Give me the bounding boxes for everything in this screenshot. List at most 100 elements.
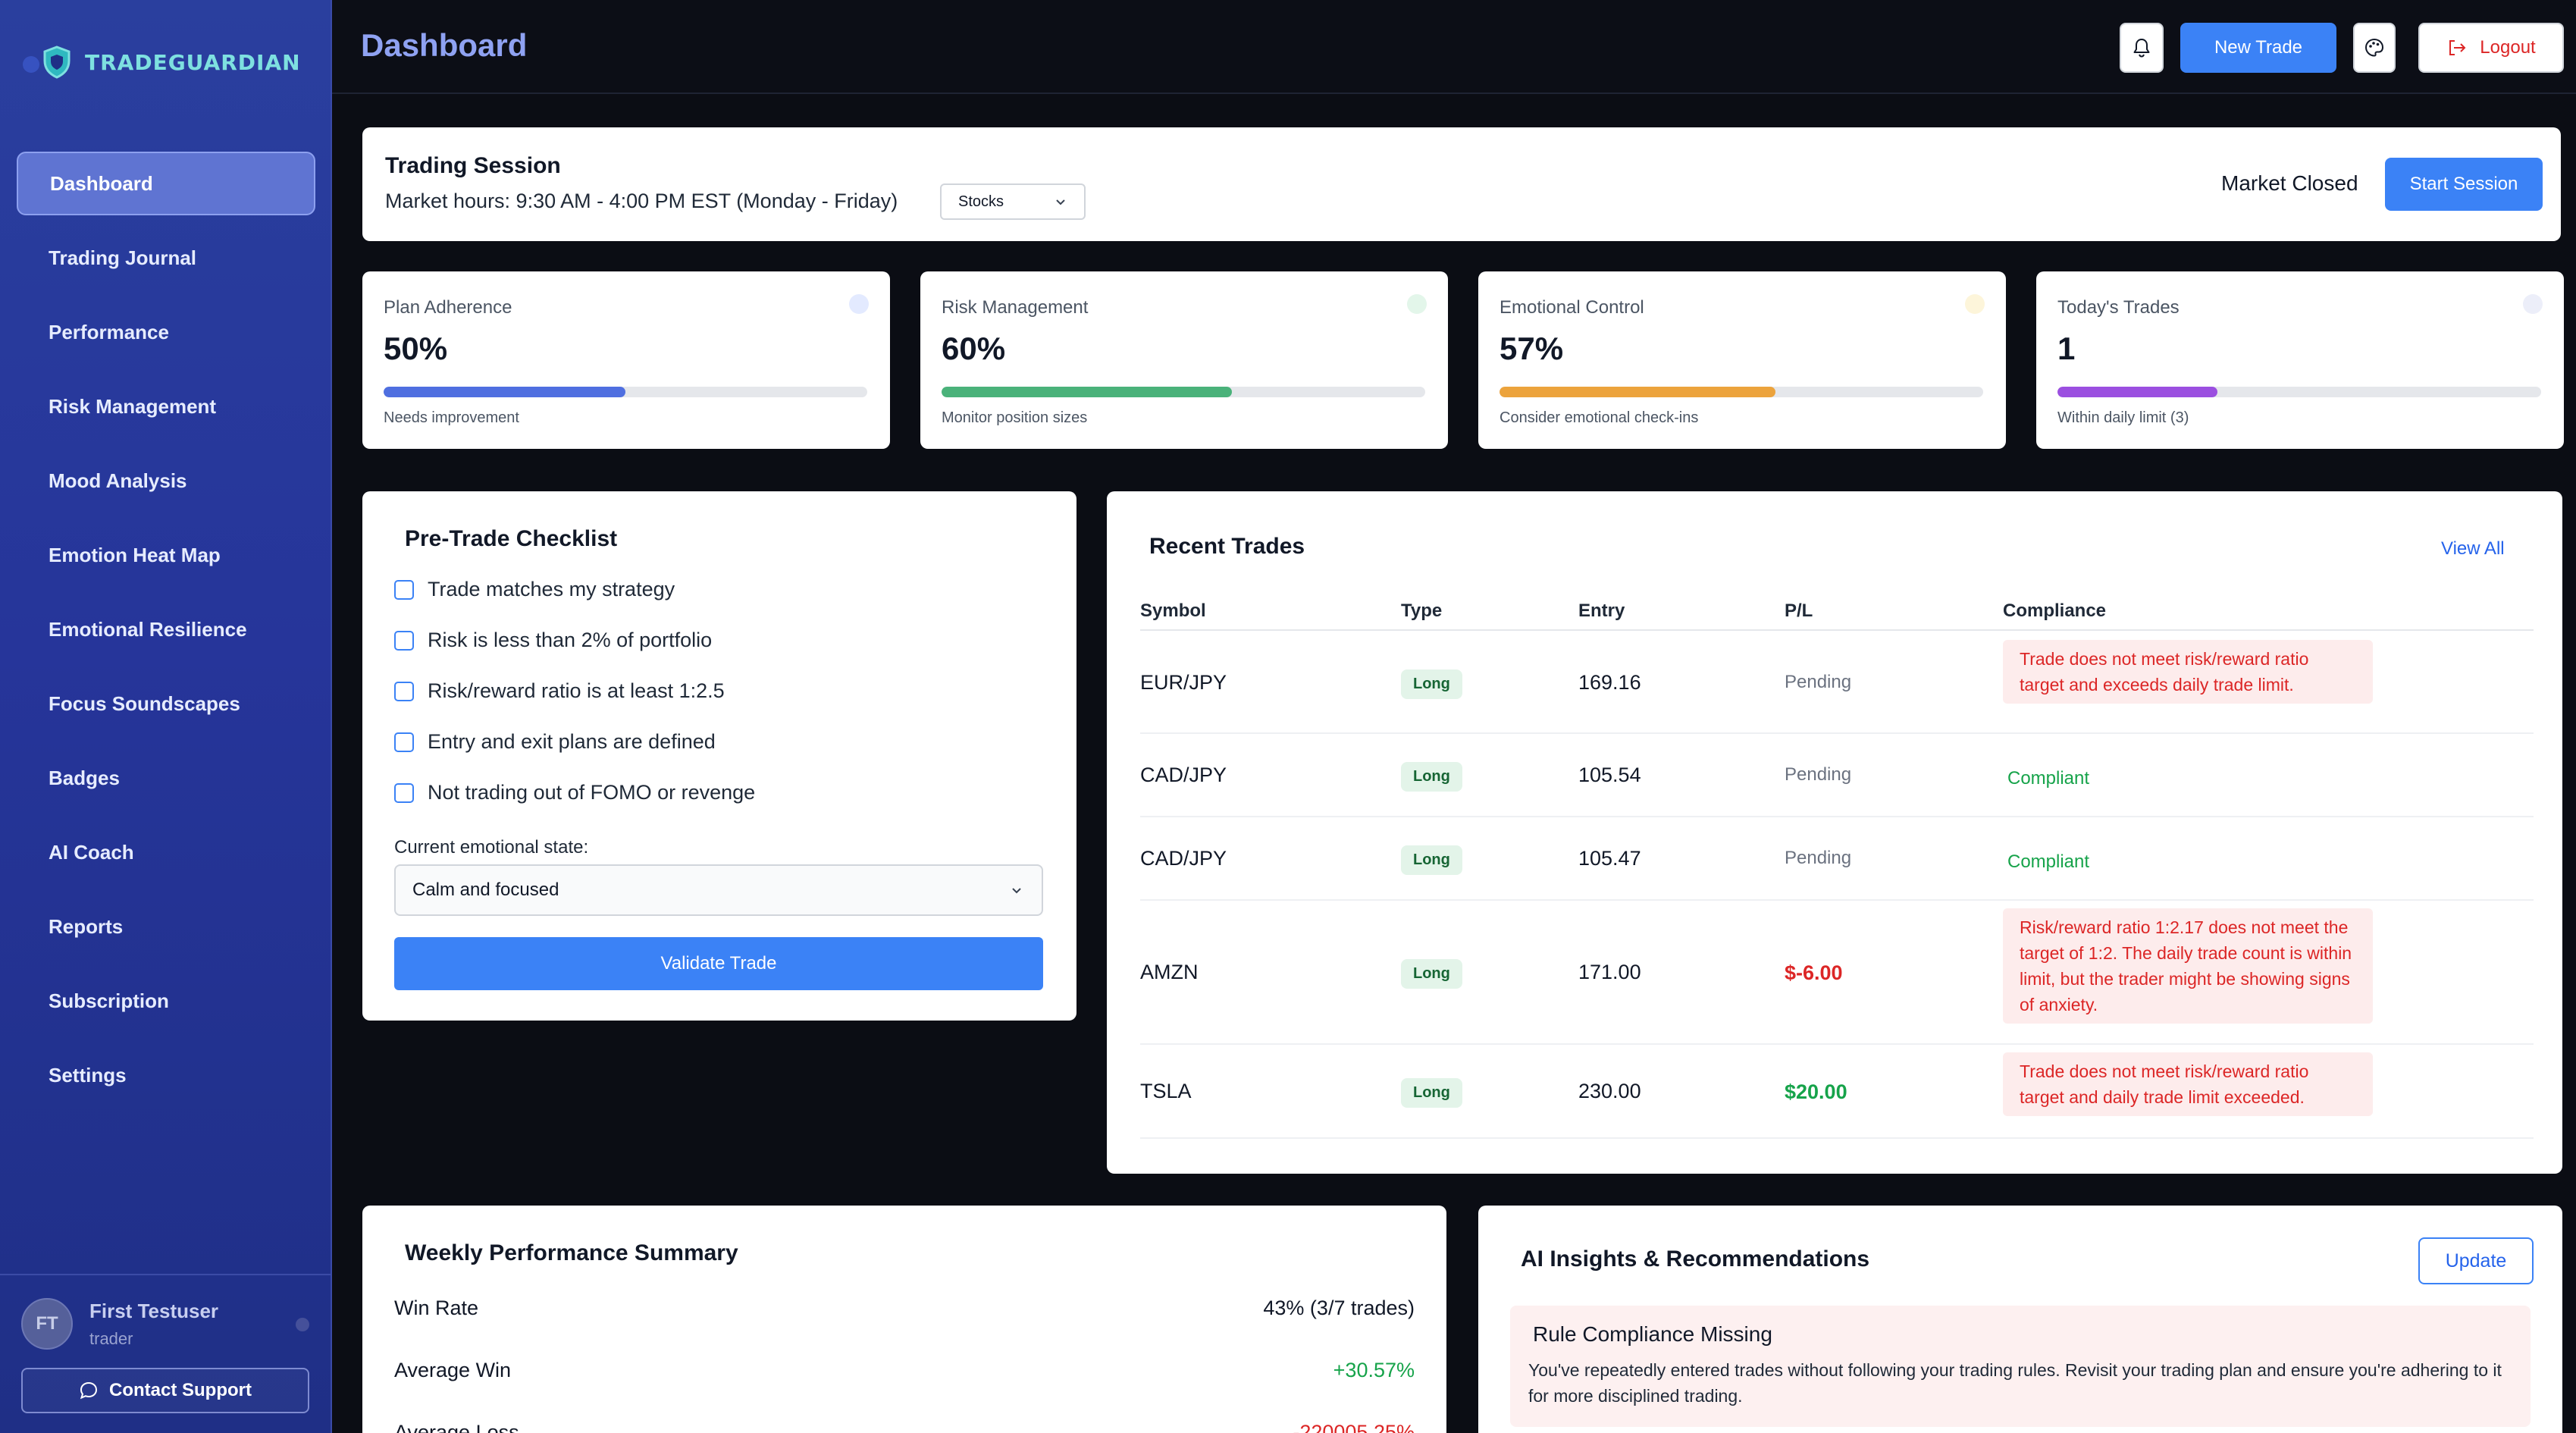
emotional-state-label: Current emotional state: bbox=[394, 837, 589, 858]
sidebar-item-settings[interactable]: Settings bbox=[49, 1063, 127, 1087]
ai-insights-card: AI Insights & Recommendations Update Rul… bbox=[1478, 1206, 2562, 1433]
checklist-item[interactable]: Entry and exit plans are defined bbox=[394, 730, 716, 754]
trade-entry: 105.54 bbox=[1578, 764, 1641, 786]
trade-symbol: CAD/JPY bbox=[1140, 764, 1227, 786]
progress-bar bbox=[942, 387, 1425, 397]
sidebar: TRADEGUARDIAN Dashboard Trading Journal Pe… bbox=[0, 0, 332, 1433]
column-header: Compliance bbox=[2003, 600, 2107, 621]
table-row[interactable]: EUR/JPY Long 169.16 Pending Trade does not m… bbox=[1140, 632, 2534, 734]
checkbox[interactable] bbox=[394, 782, 414, 803]
checklist-item[interactable]: Risk/reward ratio is at least 1:2.5 bbox=[394, 679, 725, 703]
session-title: Trading Session bbox=[385, 153, 561, 178]
stat-label: Today's Trades bbox=[2057, 297, 2180, 318]
sidebar-footer: FT First Testuser trader Contact Support bbox=[0, 1274, 331, 1413]
sidebar-item-dashboard[interactable]: Dashboard bbox=[17, 152, 315, 215]
stat-indicator-dot bbox=[1965, 294, 1985, 314]
checkbox[interactable] bbox=[394, 579, 414, 600]
logout-label: Logout bbox=[2480, 37, 2536, 58]
checklist-item[interactable]: Risk is less than 2% of portfolio bbox=[394, 629, 712, 652]
stat-note: Needs improvement bbox=[384, 409, 519, 426]
sidebar-item-risk-management[interactable]: Risk Management bbox=[49, 394, 217, 418]
table-row[interactable]: AMZN Long 171.00 $-6.00 Risk/reward ratio 1:… bbox=[1140, 901, 2534, 1045]
new-trade-button[interactable]: New Trade bbox=[2180, 23, 2336, 73]
market-type-select[interactable]: Stocks bbox=[940, 183, 1086, 220]
progress-fill bbox=[2057, 387, 2217, 397]
emotional-control-card: Emotional Control 57% Consider emotional c… bbox=[1478, 271, 2006, 449]
sidebar-item-badges[interactable]: Badges bbox=[49, 766, 120, 789]
view-all-link[interactable]: View All bbox=[2441, 538, 2505, 559]
recent-trades-title: Recent Trades bbox=[1149, 534, 1305, 559]
stat-value: 1 bbox=[2057, 331, 2076, 366]
pre-trade-checklist-card: Pre-Trade Checklist Trade matches my str… bbox=[362, 491, 1076, 1021]
compliance-warning: Trade does not meet risk/reward ratio ta… bbox=[2003, 640, 2373, 704]
emotional-state-value: Calm and focused bbox=[412, 880, 559, 900]
sidebar-item-mood-analysis[interactable]: Mood Analysis bbox=[49, 469, 187, 492]
summary-value: 43% (3/7 trades) bbox=[1263, 1297, 1415, 1319]
logout-button[interactable]: Logout bbox=[2418, 23, 2564, 73]
market-hours: Market hours: 9:30 AM - 4:00 PM EST (Mon… bbox=[385, 190, 898, 212]
stat-note: Monitor position sizes bbox=[942, 409, 1088, 426]
update-insights-button[interactable]: Update bbox=[2418, 1237, 2534, 1284]
trade-pl: $-6.00 bbox=[1785, 961, 1843, 984]
checklist-item[interactable]: Not trading out of FOMO or revenge bbox=[394, 781, 755, 804]
compliance-status: Compliant bbox=[2007, 768, 2090, 789]
stat-value: 60% bbox=[942, 331, 1006, 366]
logout-icon bbox=[2449, 40, 2466, 55]
stat-label: Emotional Control bbox=[1500, 297, 1644, 318]
stat-label: Risk Management bbox=[942, 297, 1089, 318]
weekly-performance-card: Weekly Performance Summary Win Rate 43% (… bbox=[362, 1206, 1446, 1433]
checkbox[interactable] bbox=[394, 681, 414, 701]
column-header: Symbol bbox=[1140, 600, 1206, 621]
checkbox[interactable] bbox=[394, 732, 414, 752]
emotional-state-select[interactable]: Calm and focused bbox=[394, 864, 1043, 916]
sidebar-item-ai-coach[interactable]: AI Coach bbox=[49, 840, 134, 864]
user-name: First Testuser bbox=[89, 1299, 219, 1322]
bell-icon bbox=[2133, 39, 2150, 58]
summary-value: -220005.25% bbox=[1293, 1421, 1415, 1433]
sidebar-item-trading-journal[interactable]: Trading Journal bbox=[49, 246, 197, 269]
brand-dot bbox=[23, 56, 39, 73]
notifications-button[interactable] bbox=[2120, 23, 2164, 73]
checkbox[interactable] bbox=[394, 630, 414, 651]
theme-button[interactable] bbox=[2353, 23, 2396, 73]
brand[interactable]: TRADEGUARDIAN bbox=[21, 45, 301, 79]
sidebar-item-performance[interactable]: Performance bbox=[49, 320, 169, 343]
user-profile[interactable]: FT First Testuser trader bbox=[21, 1298, 309, 1350]
contact-support-label: Contact Support bbox=[109, 1380, 252, 1400]
checklist-item-label: Risk/reward ratio is at least 1:2.5 bbox=[428, 679, 725, 702]
page-title: Dashboard bbox=[361, 27, 528, 63]
plan-adherence-card: Plan Adherence 50% Needs improvement bbox=[362, 271, 890, 449]
progress-bar bbox=[1500, 387, 1983, 397]
column-header: Entry bbox=[1578, 600, 1625, 621]
trade-symbol: TSLA bbox=[1140, 1080, 1192, 1102]
sidebar-item-focus-soundscapes[interactable]: Focus Soundscapes bbox=[49, 691, 240, 715]
chevron-down-icon bbox=[1012, 888, 1021, 894]
progress-fill bbox=[384, 387, 625, 397]
stat-note: Within daily limit (3) bbox=[2057, 409, 2189, 426]
trade-entry: 171.00 bbox=[1578, 961, 1641, 983]
stat-note: Consider emotional check-ins bbox=[1500, 409, 1699, 426]
trade-symbol: CAD/JPY bbox=[1140, 847, 1227, 870]
summary-row: Win Rate 43% (3/7 trades) bbox=[394, 1297, 1415, 1320]
avatar[interactable]: FT bbox=[21, 1298, 73, 1350]
palette-icon bbox=[2364, 38, 2384, 57]
summary-row: Average Loss -220005.25% bbox=[394, 1421, 1415, 1433]
sidebar-item-emotional-resilience[interactable]: Emotional Resilience bbox=[49, 617, 247, 641]
sidebar-item-emotion-heat-map[interactable]: Emotion Heat Map bbox=[49, 543, 221, 566]
checklist-item-label: Entry and exit plans are defined bbox=[428, 730, 716, 753]
table-row[interactable]: CAD/JPY Long 105.54 Pending Compliant bbox=[1140, 734, 2534, 817]
sidebar-item-reports[interactable]: Reports bbox=[49, 914, 124, 938]
contact-support-button[interactable]: Contact Support bbox=[21, 1368, 309, 1413]
start-session-button[interactable]: Start Session bbox=[2385, 158, 2543, 211]
checklist-item[interactable]: Trade matches my strategy bbox=[394, 578, 675, 601]
progress-bar bbox=[384, 387, 867, 397]
sidebar-item-subscription[interactable]: Subscription bbox=[49, 989, 169, 1012]
trade-entry: 230.00 bbox=[1578, 1080, 1641, 1102]
validate-trade-button[interactable]: Validate Trade bbox=[394, 937, 1043, 990]
insight-text: You've repeatedly entered trades without… bbox=[1528, 1360, 2502, 1406]
trade-type-badge: Long bbox=[1401, 762, 1462, 792]
trade-symbol: EUR/JPY bbox=[1140, 671, 1227, 694]
trade-entry: 105.47 bbox=[1578, 847, 1641, 870]
table-row[interactable]: CAD/JPY Long 105.47 Pending Compliant bbox=[1140, 817, 2534, 901]
table-row[interactable]: TSLA Long 230.00 $20.00 Trade does not meet … bbox=[1140, 1045, 2534, 1139]
